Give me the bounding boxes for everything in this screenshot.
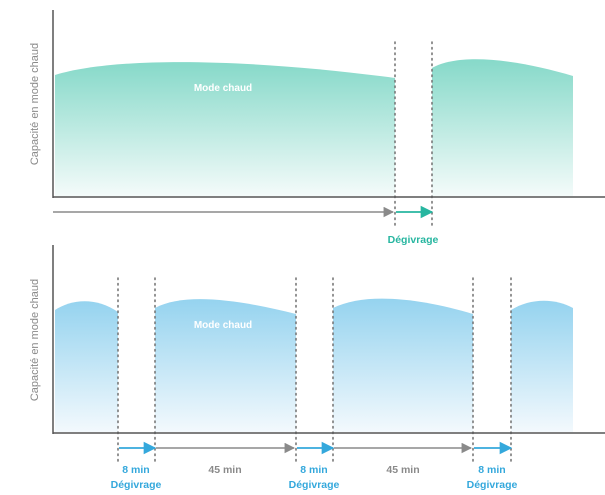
bottom-capacity-area-3: [333, 298, 473, 432]
bottom-defrost-2-label: Dégivrage: [289, 479, 340, 491]
bottom-defrost-2-duration: 8 min: [300, 464, 327, 476]
bottom-panel: Capacité en mode chaud Mode chaud 8 min …: [29, 245, 605, 491]
bottom-capacity-area-2: [155, 299, 296, 432]
bottom-capacity-area-1: [55, 301, 118, 432]
bottom-mode-label: Mode chaud: [194, 320, 252, 331]
top-mode-label: Mode chaud: [194, 83, 252, 94]
top-capacity-area-2: [432, 59, 573, 196]
bottom-capacity-area-4: [511, 300, 573, 432]
bottom-defrost-3-duration: 8 min: [478, 464, 505, 476]
bottom-defrost-1-label: Dégivrage: [111, 479, 162, 491]
bottom-heating-2-duration: 45 min: [386, 464, 419, 476]
top-capacity-area-1: [55, 62, 395, 196]
bottom-heating-1-duration: 45 min: [208, 464, 241, 476]
bottom-defrost-3-label: Dégivrage: [467, 479, 518, 491]
top-panel: Capacité en mode chaud Mode chaud Dégivr…: [29, 10, 605, 246]
top-y-axis-label: Capacité en mode chaud: [29, 43, 41, 165]
bottom-defrost-1-duration: 8 min: [122, 464, 149, 476]
bottom-y-axis-label: Capacité en mode chaud: [29, 279, 41, 401]
top-defrost-label: Dégivrage: [388, 234, 439, 246]
